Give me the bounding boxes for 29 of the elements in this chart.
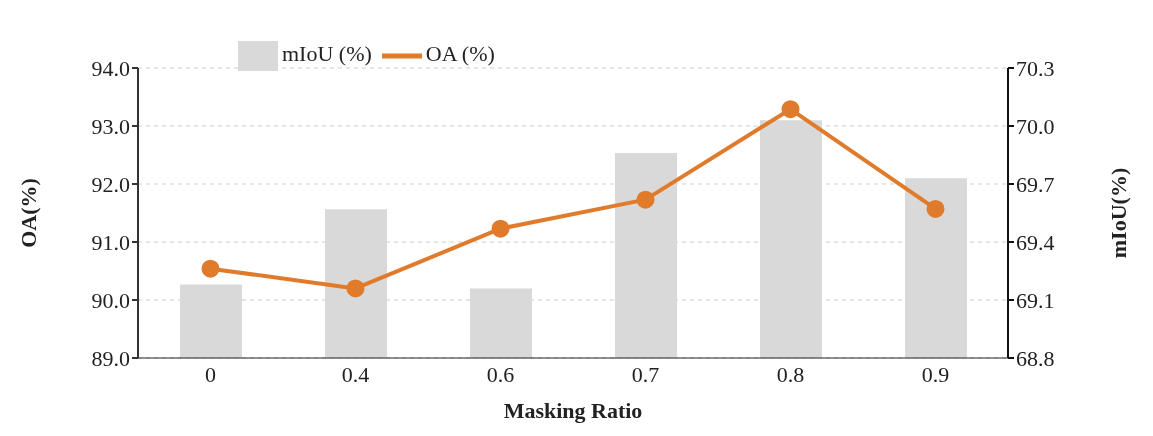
x-tick-label: 0.7 xyxy=(631,361,660,387)
point xyxy=(201,259,220,278)
x-tick-label: 0.9 xyxy=(921,361,950,387)
point xyxy=(346,279,365,298)
y2-tick-label: 69.4 xyxy=(1016,229,1055,255)
y-tick-label: 93.0 xyxy=(91,113,130,139)
y-tick-label: 92.0 xyxy=(91,171,130,197)
x-axis-title: Masking Ratio xyxy=(503,398,643,423)
x-tick-label: 0 xyxy=(205,361,216,387)
y2-tick-label: 70.0 xyxy=(1016,113,1055,139)
x-tick-label: 0.8 xyxy=(776,361,805,387)
y-axis-title: OA(%) xyxy=(15,178,41,248)
point xyxy=(491,219,510,238)
y-tick-label: 90.0 xyxy=(91,287,130,313)
legend-label: mIoU (%) xyxy=(282,41,372,67)
x-tick-label: 0.6 xyxy=(486,361,515,387)
y2-tick-label: 69.1 xyxy=(1016,287,1055,313)
point xyxy=(636,190,655,209)
y2-tick-label: 70.3 xyxy=(1016,55,1055,81)
y-tick-label: 94.0 xyxy=(91,55,130,81)
y-tick-label: 89.0 xyxy=(91,345,130,371)
legend-label: OA (%) xyxy=(425,41,495,67)
y2-tick-label: 69.7 xyxy=(1016,171,1055,197)
y-tick-label: 91.0 xyxy=(91,229,130,255)
y2-axis-title: mIoU(%) xyxy=(1105,167,1131,259)
point xyxy=(926,199,945,218)
x-tick-label: 0.4 xyxy=(341,361,370,387)
point xyxy=(781,100,800,119)
y2-tick-label: 68.8 xyxy=(1016,345,1055,371)
